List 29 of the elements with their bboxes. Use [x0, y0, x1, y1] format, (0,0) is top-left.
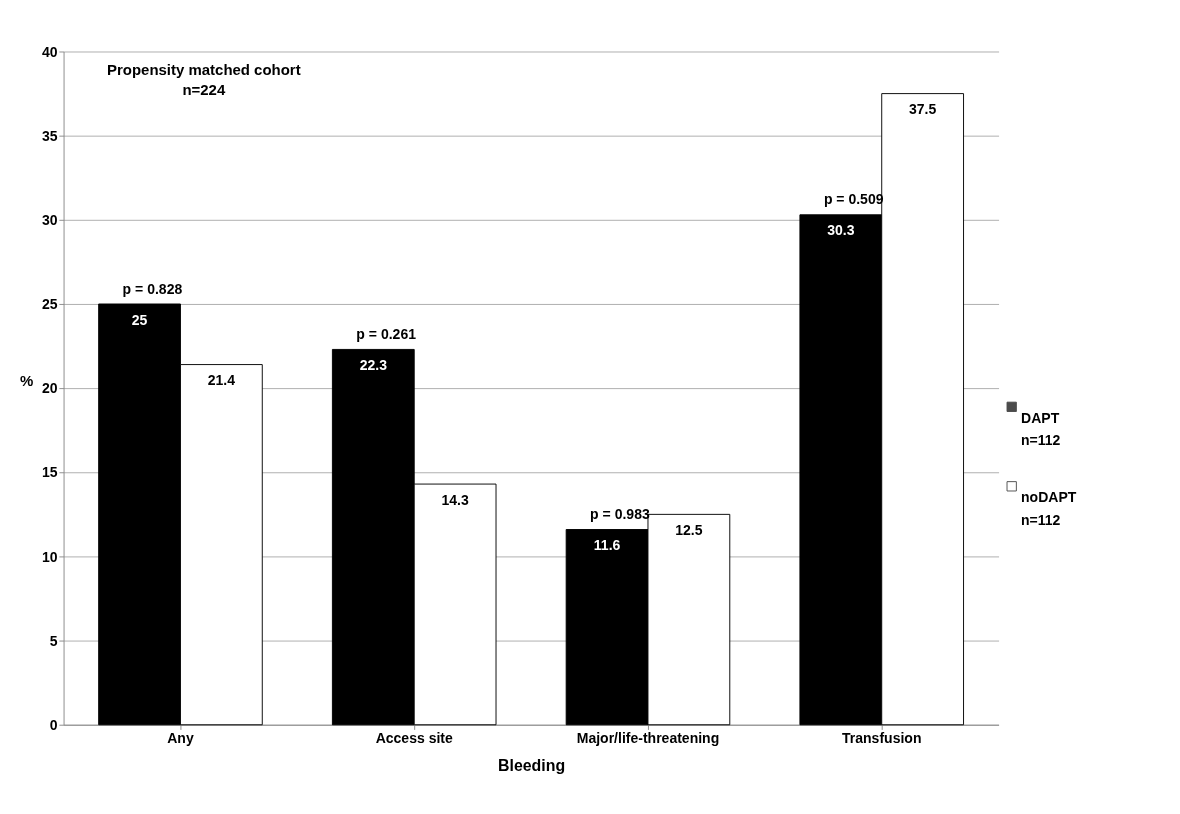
x-tick-label: Transfusion [842, 729, 922, 746]
data-label: 14.3 [441, 491, 469, 508]
data-label: 37.5 [908, 101, 937, 118]
y-tick-label: 10 [41, 548, 58, 565]
x-tick-label: Major/life-threatening [576, 729, 720, 746]
legend-label: DAPT n=112 [1021, 409, 1061, 449]
y-tick-label: 35 [41, 127, 58, 144]
annotation: p = 0.983 [590, 506, 650, 523]
y-tick-label: 5 [49, 632, 58, 649]
x-tick-label: Any [167, 729, 194, 746]
y-axis-title: % [20, 371, 34, 389]
data-label: 22.3 [359, 357, 388, 373]
data-label: 25 [131, 311, 148, 328]
data-label: 30.3 [827, 222, 855, 239]
annotation: Propensity matched cohort n=224 [107, 60, 301, 99]
y-tick-label: 30 [41, 211, 58, 228]
y-tick-label: 20 [41, 380, 58, 397]
y-tick-label: 15 [41, 464, 58, 481]
y-tick-label: 40 [41, 43, 58, 60]
annotation: p = 0.828 [122, 280, 183, 297]
data-label: 12.5 [675, 521, 703, 538]
x-axis-title: Bleeding [498, 757, 566, 775]
y-tick-label: 25 [41, 296, 58, 313]
x-tick-label: Access site [375, 729, 453, 746]
y-tick-label: 0 [49, 716, 58, 733]
data-label: 21.4 [207, 372, 236, 389]
annotation: p = 0.261 [356, 326, 417, 343]
data-label: 11.6 [593, 537, 621, 554]
legend-label: noDAPT n=112 [1021, 489, 1077, 528]
